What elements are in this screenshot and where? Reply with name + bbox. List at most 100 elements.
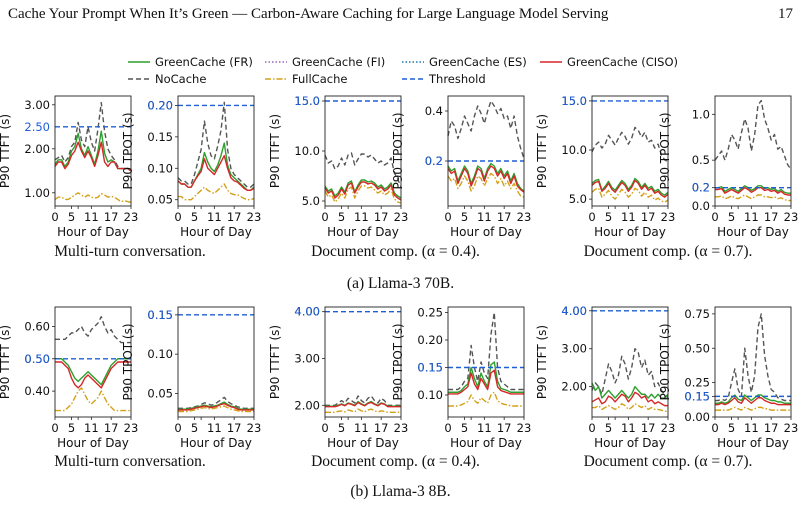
x-tick-label: 5	[461, 421, 468, 435]
subfigure-label-b: (b) Llama-3 8B.	[350, 483, 451, 500]
x-tick-label: 5	[728, 421, 735, 435]
x-tick-label: 17	[764, 421, 779, 435]
x-tick-label: 17	[764, 210, 779, 224]
series-line-fr	[324, 179, 402, 199]
x-tick-label: 5	[191, 210, 198, 224]
series-line-fr	[55, 358, 131, 386]
series-line-fullcache	[447, 172, 525, 198]
y-tick-label: 3.00	[294, 351, 320, 365]
page-number: 17	[778, 6, 793, 22]
x-tick-label: 11	[84, 421, 99, 435]
plot-frame	[54, 306, 132, 418]
x-tick-label: 17	[374, 210, 389, 224]
y-tick-label: 0.20	[147, 98, 173, 112]
y-axis-label: P90 TPOT (s)	[121, 112, 135, 189]
y-tick-label: 0.0	[692, 199, 710, 213]
series-line-nocache	[591, 126, 669, 163]
figure-legend: GreenCache (FR) GreenCache (FI) GreenCache…	[128, 55, 678, 86]
series-line-ciso	[715, 397, 791, 406]
y-tick-label: 10.0	[561, 143, 587, 157]
y-axis-label: P90 TTFT (s)	[535, 325, 549, 399]
x-tick-label: 0	[711, 210, 718, 224]
series-line-fullcache	[325, 408, 401, 414]
threshold-label: 0.15	[684, 389, 710, 403]
y-tick-label: 0.05	[147, 386, 173, 400]
x-tick-label: 17	[497, 210, 512, 224]
series-line-fr	[715, 185, 791, 194]
y-tick-label: 5.0	[302, 194, 320, 208]
x-tick-label: 11	[207, 421, 222, 435]
series-line-nocache	[591, 348, 669, 399]
plot-frame	[591, 95, 669, 207]
x-tick-label: 0	[51, 421, 58, 435]
legend-entry: GreenCache (FI)	[265, 55, 385, 69]
y-axis-label: P90 TTFT (s)	[0, 325, 12, 399]
y-tick-label: 0.15	[147, 308, 173, 322]
x-tick-label: 0	[444, 210, 451, 224]
series-line-ciso	[715, 186, 791, 196]
x-axis-label: Hour of Day	[57, 225, 129, 239]
x-tick-label: 17	[497, 421, 512, 435]
x-axis-label: Hour of Day	[450, 436, 522, 450]
x-tick-label: 23	[124, 421, 139, 435]
threshold-label: 15.0	[561, 94, 587, 108]
running-header-title: Cache Your Prompt When It’s Green — Carb…	[8, 6, 609, 22]
legend-entry: GreenCache (CISO)	[540, 55, 678, 69]
y-tick-label: 0.40	[24, 384, 50, 398]
y-tick-label: 0.20	[417, 333, 443, 347]
x-axis-label: Hour of Day	[180, 436, 252, 450]
y-axis-label: P90 TPOT (s)	[391, 112, 405, 189]
series-line-ciso	[325, 401, 401, 408]
y-tick-label: 4.00	[561, 304, 587, 318]
plot-frame	[714, 306, 792, 418]
series-line-ciso	[324, 181, 402, 201]
y-tick-label: 2.00	[561, 380, 587, 394]
x-tick-label: 17	[641, 210, 656, 224]
y-tick-label: 0.2	[425, 154, 443, 168]
x-tick-label: 23	[394, 210, 409, 224]
y-tick-label: 0.10	[147, 347, 173, 361]
y-tick-label: 10.0	[294, 144, 320, 158]
series-line-fr	[715, 394, 791, 404]
x-tick-label: 11	[207, 210, 222, 224]
series-line-nocache	[177, 101, 255, 188]
y-tick-label: 4.00	[294, 305, 320, 319]
series-line-fr	[448, 361, 524, 393]
x-tick-label: 11	[354, 421, 369, 435]
series-line-ciso	[54, 141, 132, 172]
series-line-fullcache	[324, 185, 402, 204]
series-line-fullcache	[715, 406, 791, 411]
y-axis-label: P90 TTFT (s)	[268, 325, 282, 399]
series-line-ciso	[177, 155, 255, 191]
series-line-fullcache	[54, 192, 132, 204]
plot-frame	[591, 306, 669, 418]
y-axis-label: P90 TPOT (s)	[658, 323, 672, 400]
series-line-nocache	[448, 311, 524, 391]
series-line-fullcache	[55, 387, 131, 412]
legend-label: GreenCache (FI)	[292, 55, 385, 69]
legend-label: GreenCache (CISO)	[567, 55, 678, 69]
threshold-label: 0.2	[692, 181, 710, 195]
x-tick-label: 11	[354, 210, 369, 224]
x-tick-label: 11	[744, 210, 759, 224]
x-axis-label: Hour of Day	[327, 436, 399, 450]
plot-frame	[177, 95, 255, 207]
x-tick-label: 0	[711, 421, 718, 435]
y-tick-label: 2.00	[294, 398, 320, 412]
series-line-ciso	[448, 369, 524, 395]
y-axis-label: P90 TTFT (s)	[535, 114, 549, 188]
x-tick-label: 5	[338, 421, 345, 435]
threshold-label: 0.15	[417, 361, 443, 375]
x-tick-label: 5	[191, 421, 198, 435]
series-line-nocache	[715, 313, 791, 402]
y-tick-label: 1.00	[24, 186, 50, 200]
y-tick-label: 0.5	[692, 153, 710, 167]
y-tick-label: 0.50	[24, 352, 50, 366]
x-tick-label: 17	[374, 421, 389, 435]
legend-entry: GreenCache (FR)	[128, 55, 253, 69]
